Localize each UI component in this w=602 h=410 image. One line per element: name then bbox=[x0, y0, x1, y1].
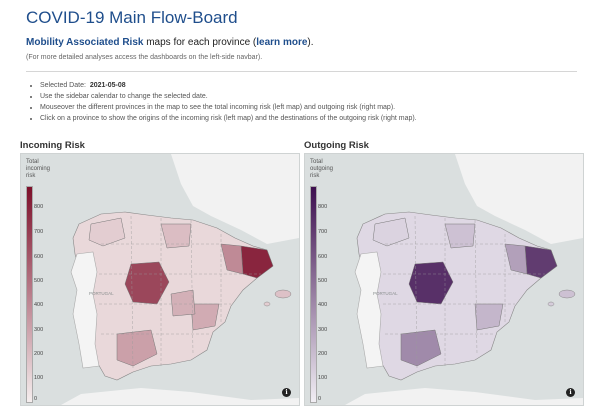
map-landmass-africa bbox=[345, 388, 583, 405]
province-border bbox=[474, 219, 478, 355]
map-province[interactable] bbox=[88, 217, 126, 247]
subtitle-text: maps for each province ( bbox=[143, 37, 257, 48]
map-province[interactable] bbox=[160, 223, 192, 249]
outgoing-risk-map[interactable]: Total outgoing risk 800 700 600 500 400 … bbox=[304, 153, 584, 406]
outgoing-legend-title: Total outgoing risk bbox=[310, 159, 334, 179]
info-icon[interactable]: i bbox=[282, 388, 291, 397]
map-province[interactable] bbox=[444, 223, 476, 249]
legend-tick: 700 bbox=[34, 229, 44, 235]
legend-tick: 800 bbox=[34, 204, 44, 210]
map-portugal bbox=[70, 251, 100, 369]
selected-date-label: Selected Date: bbox=[40, 82, 86, 89]
map-province[interactable] bbox=[190, 303, 220, 331]
map-balearic-islands[interactable] bbox=[547, 301, 555, 307]
subtitle-end: ). bbox=[307, 37, 314, 48]
legend-tick: 700 bbox=[318, 229, 328, 235]
legend-tick: 0 bbox=[318, 396, 322, 402]
map-province[interactable] bbox=[400, 329, 442, 367]
province-border bbox=[414, 215, 418, 369]
learn-more-link[interactable]: learn more bbox=[256, 37, 308, 48]
map-province[interactable] bbox=[220, 243, 244, 275]
legend-tick: 800 bbox=[318, 204, 328, 210]
legend-tick: 300 bbox=[318, 327, 328, 333]
instruction-item: Use the sidebar calendar to change the s… bbox=[40, 91, 417, 102]
legend-tick: 0 bbox=[34, 396, 38, 402]
map-landmass-africa bbox=[61, 388, 299, 405]
province-border bbox=[190, 219, 194, 355]
map-label-portugal: PORTUGAL bbox=[373, 291, 398, 296]
map-province[interactable] bbox=[116, 329, 158, 367]
info-icon[interactable]: i bbox=[566, 388, 575, 397]
incoming-risk-map[interactable]: Total incoming risk 800 700 600 500 400 … bbox=[20, 153, 300, 406]
legend-tick: 200 bbox=[318, 351, 328, 357]
outgoing-map-canvas[interactable] bbox=[305, 154, 583, 405]
legend-tick: 400 bbox=[318, 302, 328, 308]
incoming-risk-title: Incoming Risk bbox=[20, 140, 85, 151]
province-border bbox=[130, 215, 134, 369]
legend-tick: 600 bbox=[34, 254, 44, 260]
legend-tick: 500 bbox=[318, 278, 328, 284]
map-landmass-france bbox=[455, 154, 583, 244]
map-province[interactable] bbox=[504, 243, 528, 275]
map-balearic-islands[interactable] bbox=[263, 301, 271, 307]
legend-tick: 500 bbox=[34, 278, 44, 284]
map-portugal bbox=[354, 251, 384, 369]
legend-tick: 400 bbox=[34, 302, 44, 308]
map-province[interactable] bbox=[170, 289, 196, 317]
legend-tick: 100 bbox=[318, 375, 328, 381]
map-balearic-islands[interactable] bbox=[274, 289, 292, 299]
incoming-map-canvas[interactable] bbox=[21, 154, 299, 405]
instruction-item: Mouseover the different provinces in the… bbox=[40, 102, 417, 113]
page-title: COVID-19 Main Flow-Board bbox=[26, 8, 238, 27]
legend-tick: 300 bbox=[34, 327, 44, 333]
instruction-item: Click on a province to show the origins … bbox=[40, 113, 417, 124]
page-subtitle: Mobility Associated Risk maps for each p… bbox=[26, 37, 314, 48]
legend-tick: 100 bbox=[34, 375, 44, 381]
map-label-portugal: PORTUGAL bbox=[89, 291, 114, 296]
legend-tick: 600 bbox=[318, 254, 328, 260]
legend-tick: 200 bbox=[34, 351, 44, 357]
incoming-legend-title: Total incoming risk bbox=[26, 159, 51, 179]
instructions-list: Selected Date: 2021-05-08 Use the sideba… bbox=[30, 80, 417, 124]
selected-date-item: Selected Date: 2021-05-08 bbox=[40, 80, 417, 91]
outgoing-legend-colorbar bbox=[310, 186, 317, 403]
incoming-legend-colorbar bbox=[26, 186, 33, 403]
selected-date-value: 2021-05-08 bbox=[89, 82, 126, 89]
map-province[interactable] bbox=[474, 303, 504, 331]
divider bbox=[26, 71, 577, 72]
map-balearic-islands[interactable] bbox=[558, 289, 576, 299]
map-landmass-france bbox=[171, 154, 299, 244]
navbar-note: (For more detailed analyses access the d… bbox=[26, 54, 263, 61]
subtitle-highlight: Mobility Associated Risk bbox=[26, 37, 144, 48]
map-province[interactable] bbox=[372, 217, 410, 247]
outgoing-risk-title: Outgoing Risk bbox=[304, 140, 369, 151]
